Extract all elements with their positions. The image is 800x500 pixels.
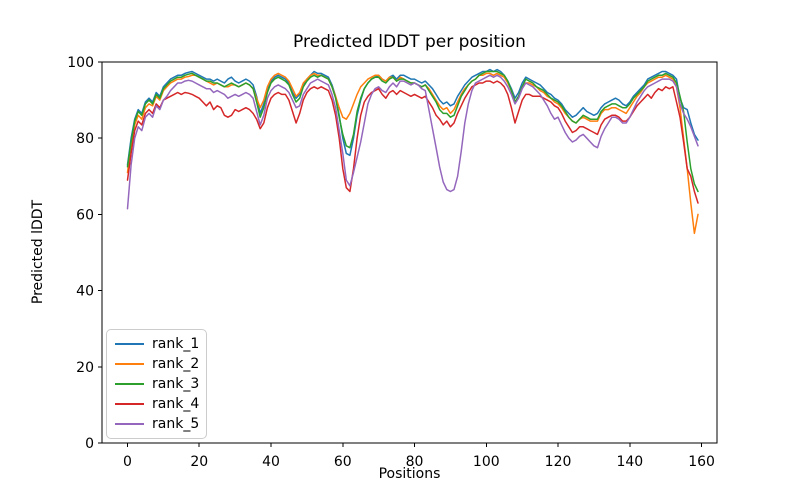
y-tick-label: 60	[76, 207, 94, 223]
legend-line-swatch	[115, 423, 144, 425]
series-line-rank_3	[126, 70, 699, 193]
plot-frame	[101, 61, 718, 444]
y-tick-label: 20	[76, 360, 94, 376]
series-layer	[126, 68, 699, 235]
legend-item-rank-4: rank_4	[115, 396, 200, 412]
series-line-rank_2	[126, 72, 699, 235]
legend: rank_1 rank_2 rank_3 rank_4 rank_5	[106, 329, 207, 439]
series-line-rank_4	[126, 80, 699, 204]
legend-line-swatch	[115, 343, 144, 345]
y-tick-label: 0	[85, 436, 94, 452]
legend-label: rank_5	[152, 416, 200, 432]
x-tick-label: 0	[123, 454, 132, 470]
chart-title: Predicted lDDT per position	[293, 32, 526, 52]
x-tick-label: 120	[545, 454, 572, 470]
legend-item-rank-3: rank_3	[115, 376, 200, 392]
x-tick-label: 100	[473, 454, 500, 470]
x-axis-label: Positions	[378, 466, 441, 482]
y-tick-label: 40	[76, 284, 94, 300]
x-tick-label: 40	[262, 454, 280, 470]
x-tick-label: 160	[688, 454, 715, 470]
y-tick-label: 100	[67, 55, 94, 71]
legend-item-rank-5: rank_5	[115, 416, 200, 432]
legend-line-swatch	[115, 383, 144, 385]
legend-item-rank-1: rank_1	[115, 336, 200, 352]
legend-label: rank_1	[152, 336, 200, 352]
x-tick-label: 60	[334, 454, 352, 470]
legend-line-swatch	[115, 403, 144, 405]
legend-line-swatch	[115, 363, 144, 365]
legend-label: rank_2	[152, 356, 200, 372]
y-tick-label: 80	[76, 131, 94, 147]
axes-layer: 0 20 40 60 80 100 120 140 160 0 20 40 60 80 100	[67, 55, 718, 470]
legend-label: rank_4	[152, 396, 200, 412]
x-tick-label: 80	[406, 454, 424, 470]
series-line-rank_1	[126, 68, 699, 166]
x-tick-label: 20	[190, 454, 208, 470]
legend-item-rank-2: rank_2	[115, 356, 200, 372]
x-tick-label: 140	[616, 454, 643, 470]
legend-label: rank_3	[152, 376, 200, 392]
series-line-rank_5	[126, 74, 699, 210]
